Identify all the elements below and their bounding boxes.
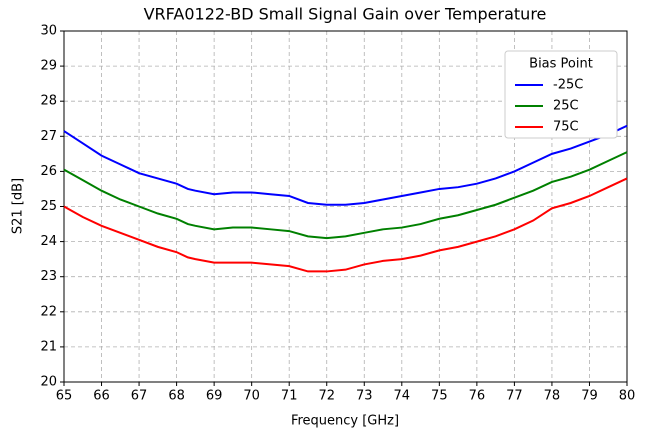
x-tick-label: 76 <box>469 389 486 404</box>
legend-label: -25C <box>553 78 583 93</box>
x-tick-label: 71 <box>281 389 298 404</box>
y-tick-label: 27 <box>40 129 57 144</box>
chart-title: VRFA0122-BD Small Signal Gain over Tempe… <box>144 5 547 24</box>
x-tick-label: 67 <box>131 389 148 404</box>
x-tick-label: 69 <box>206 389 223 404</box>
x-tick-label: 72 <box>318 389 335 404</box>
x-tick-label: 65 <box>56 389 73 404</box>
y-tick-label: 23 <box>40 269 57 284</box>
x-tick-label: 75 <box>431 389 448 404</box>
y-tick-label: 28 <box>40 94 57 109</box>
legend-label: 25C <box>553 99 579 114</box>
legend-title: Bias Point <box>529 57 593 72</box>
x-tick-label: 80 <box>619 389 636 404</box>
y-tick-label: 26 <box>40 164 57 179</box>
y-tick-label: 24 <box>40 234 57 249</box>
y-tick-label: 30 <box>40 24 57 39</box>
x-axis-label: Frequency [GHz] <box>291 414 399 429</box>
legend-box <box>504 50 618 139</box>
series-line <box>63 151 628 240</box>
x-tick-label: 74 <box>394 389 411 404</box>
y-tick-label: 20 <box>40 375 57 390</box>
x-tick-label: 77 <box>506 389 523 404</box>
x-tick-label: 66 <box>93 389 110 404</box>
y-tick-label: 21 <box>40 339 57 354</box>
y-tick-label: 29 <box>40 59 57 74</box>
series-line <box>63 124 628 206</box>
series-line <box>63 177 628 273</box>
x-tick-label: 78 <box>544 389 561 404</box>
x-tick-label: 73 <box>356 389 373 404</box>
y-axis-label: S21 [dB] <box>11 178 26 234</box>
x-tick-label: 70 <box>243 389 260 404</box>
x-tick-label: 79 <box>581 389 598 404</box>
legend-label: 75C <box>553 120 579 135</box>
x-tick-label: 68 <box>168 389 185 404</box>
y-tick-label: 25 <box>40 199 57 214</box>
y-tick-label: 22 <box>40 304 57 319</box>
